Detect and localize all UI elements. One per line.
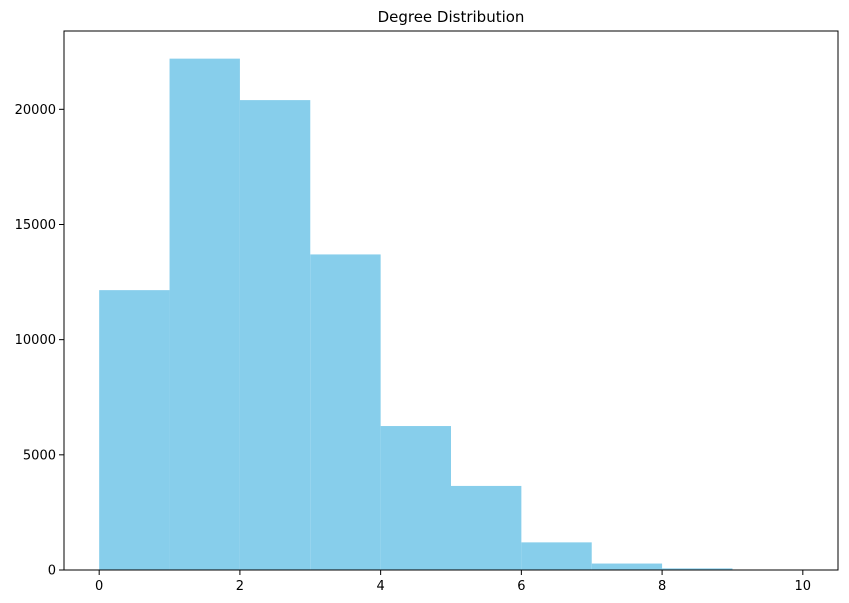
axes-group [63,30,839,571]
histogram-bar-5 [451,485,522,570]
histogram-bar-8 [662,568,733,570]
plot-frame [63,30,839,571]
ticks-group: 0 2 4 6 8 10 0 5000 10000 15000 20000 [15,103,811,594]
histogram-bar-2 [239,100,311,570]
y-tick-label-1: 5000 [23,448,56,463]
histogram-bar-7 [591,563,663,570]
x-tick-label-0: 0 [95,579,103,594]
x-tick-label-2: 4 [376,579,384,594]
histogram-bar-6 [521,542,592,570]
histogram-bar-3 [310,254,381,570]
histogram-bar-0 [99,290,170,570]
histogram-bar-4 [380,426,451,570]
x-tick-label-3: 6 [517,579,525,594]
y-tick-label-3: 15000 [15,218,56,233]
y-tick-label-4: 20000 [15,103,56,118]
chart-title: Degree Distribution [378,8,525,26]
x-tick-label-1: 2 [236,579,244,594]
y-tick-label-0: 0 [48,564,56,579]
histogram-bar-1 [169,58,240,571]
y-tick-label-2: 10000 [15,333,56,348]
bars-group [99,58,803,571]
x-tick-label-4: 8 [658,579,666,594]
x-tick-label-5: 10 [795,579,812,594]
